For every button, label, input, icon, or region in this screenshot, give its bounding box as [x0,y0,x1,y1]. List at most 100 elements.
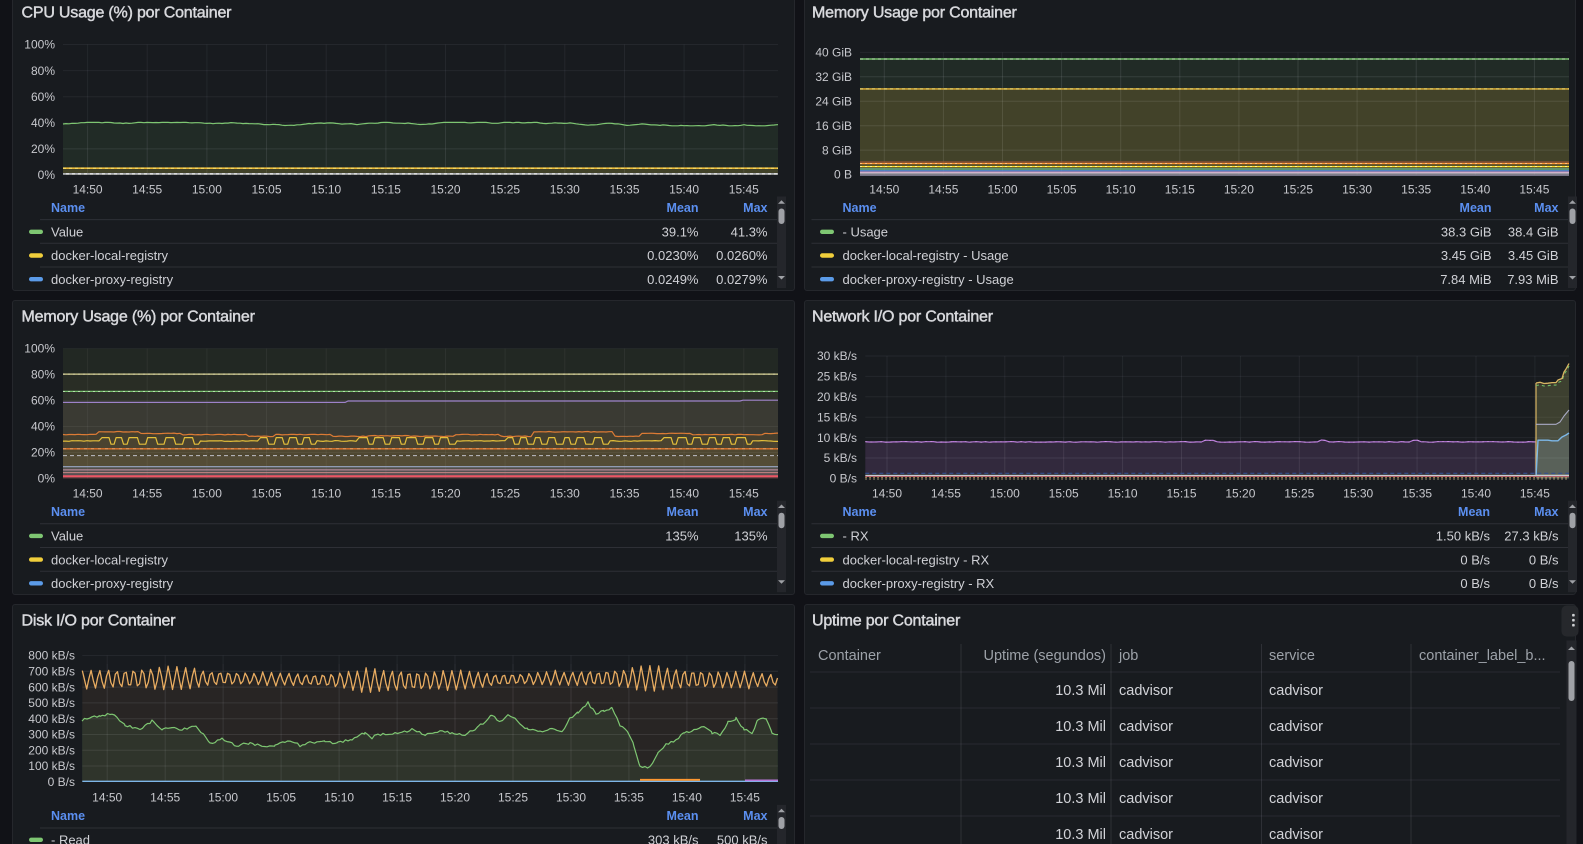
svg-text:Memory Usage (%) por Container: Memory Usage (%) por Container [22,309,256,326]
svg-text:15:00: 15:00 [192,183,222,197]
svg-text:Max: Max [1534,505,1558,519]
svg-text:- Usage: - Usage [843,225,889,240]
svg-text:15:40: 15:40 [669,183,699,197]
svg-text:1.50 kB/s: 1.50 kB/s [1436,529,1491,544]
svg-text:Mean: Mean [1458,505,1490,519]
svg-text:cadvisor: cadvisor [1119,683,1173,699]
svg-text:0%: 0% [38,168,56,182]
svg-text:cadvisor: cadvisor [1119,791,1173,807]
svg-text:15:40: 15:40 [669,487,699,501]
svg-text:15:00: 15:00 [990,487,1020,501]
svg-text:Mean: Mean [667,201,699,215]
svg-text:15:15: 15:15 [1166,487,1196,501]
svg-text:38.3 GiB: 38.3 GiB [1441,225,1492,240]
svg-text:15:10: 15:10 [311,183,341,197]
svg-text:15:15: 15:15 [1165,183,1195,197]
svg-text:Mean: Mean [667,809,699,823]
svg-text:14:55: 14:55 [928,183,958,197]
svg-text:39.1%: 39.1% [662,225,699,240]
svg-text:cadvisor: cadvisor [1119,755,1173,771]
svg-text:30 kB/s: 30 kB/s [817,349,857,363]
svg-text:10.3 Mil: 10.3 Mil [1055,683,1106,699]
svg-text:docker-proxy-registry - Usage: docker-proxy-registry - Usage [843,272,1014,287]
svg-text:800 kB/s: 800 kB/s [28,649,75,663]
svg-text:15:40: 15:40 [1461,487,1491,501]
svg-text:14:55: 14:55 [132,183,162,197]
svg-text:Mean: Mean [1460,201,1492,215]
svg-text:CPU Usage (%) por Container: CPU Usage (%) por Container [22,5,233,22]
svg-text:500 kB/s: 500 kB/s [28,696,75,710]
svg-text:Max: Max [743,809,767,823]
svg-text:0.0279%: 0.0279% [716,272,768,287]
svg-text:15:35: 15:35 [609,183,639,197]
svg-text:38.4 GiB: 38.4 GiB [1508,225,1559,240]
svg-text:41.3%: 41.3% [731,225,768,240]
svg-text:10 kB/s: 10 kB/s [817,431,857,445]
svg-text:Network I/O por Container: Network I/O por Container [812,309,994,326]
svg-text:15:45: 15:45 [1519,183,1549,197]
svg-text:15:25: 15:25 [1284,487,1314,501]
svg-text:15:25: 15:25 [490,487,520,501]
svg-text:15:05: 15:05 [251,183,281,197]
svg-text:job: job [1118,648,1138,664]
svg-text:docker-local-registry - Usage: docker-local-registry - Usage [843,248,1009,263]
svg-text:20%: 20% [31,446,55,460]
svg-text:15:20: 15:20 [1224,183,1254,197]
svg-text:15 kB/s: 15 kB/s [817,410,857,424]
svg-text:15:45: 15:45 [729,487,759,501]
svg-text:100 kB/s: 100 kB/s [28,759,75,773]
svg-text:15:45: 15:45 [729,183,759,197]
svg-text:200 kB/s: 200 kB/s [28,743,75,757]
svg-text:0 B/s: 0 B/s [1529,552,1559,567]
svg-text:14:55: 14:55 [931,487,961,501]
svg-text:15:40: 15:40 [1460,183,1490,197]
svg-text:cadvisor: cadvisor [1269,827,1323,843]
svg-text:cadvisor: cadvisor [1119,719,1173,735]
svg-text:15:05: 15:05 [1049,487,1079,501]
svg-text:5 kB/s: 5 kB/s [824,451,857,465]
svg-text:20 kB/s: 20 kB/s [817,390,857,404]
svg-text:135%: 135% [665,529,699,544]
svg-text:40 GiB: 40 GiB [815,46,852,60]
svg-text:40%: 40% [31,420,55,434]
svg-text:40%: 40% [31,116,55,130]
svg-text:Name: Name [51,201,85,215]
svg-text:15:05: 15:05 [1047,183,1077,197]
svg-text:3.45 GiB: 3.45 GiB [1441,248,1492,263]
svg-text:cadvisor: cadvisor [1119,827,1173,843]
svg-text:80%: 80% [31,368,55,382]
svg-text:8 GiB: 8 GiB [822,143,852,157]
svg-text:docker-local-registry - RX: docker-local-registry - RX [843,552,990,567]
svg-text:docker-proxy-registry: docker-proxy-registry [51,272,174,287]
svg-text:docker-proxy-registry - RX: docker-proxy-registry - RX [843,576,995,591]
svg-text:15:35: 15:35 [614,791,644,805]
svg-text:15:10: 15:10 [1108,487,1138,501]
svg-text:15:00: 15:00 [987,183,1017,197]
svg-text:15:25: 15:25 [498,791,528,805]
svg-text:cadvisor: cadvisor [1269,755,1323,771]
svg-text:0 B/s: 0 B/s [1529,576,1559,591]
svg-text:Container: Container [818,648,881,664]
svg-text:400 kB/s: 400 kB/s [28,712,75,726]
svg-text:14:50: 14:50 [92,791,122,805]
svg-text:Uptime por Container: Uptime por Container [812,613,961,630]
svg-text:14:50: 14:50 [872,487,902,501]
svg-text:0%: 0% [38,472,56,486]
svg-text:15:15: 15:15 [371,487,401,501]
svg-text:15:45: 15:45 [730,791,760,805]
svg-text:15:10: 15:10 [1106,183,1136,197]
svg-text:Max: Max [743,505,767,519]
svg-text:27.3 kB/s: 27.3 kB/s [1504,529,1559,544]
svg-text:15:20: 15:20 [440,791,470,805]
svg-text:Value: Value [51,529,83,544]
svg-text:15:10: 15:10 [324,791,354,805]
svg-text:15:15: 15:15 [382,791,412,805]
svg-text:15:10: 15:10 [311,487,341,501]
svg-text:7.93 MiB: 7.93 MiB [1507,272,1558,287]
svg-text:0 B: 0 B [834,168,852,182]
svg-text:- RX: - RX [843,529,869,544]
svg-text:700 kB/s: 700 kB/s [28,665,75,679]
svg-text:15:30: 15:30 [550,487,580,501]
svg-text:15:20: 15:20 [430,183,460,197]
svg-text:- Read: - Read [51,833,90,844]
